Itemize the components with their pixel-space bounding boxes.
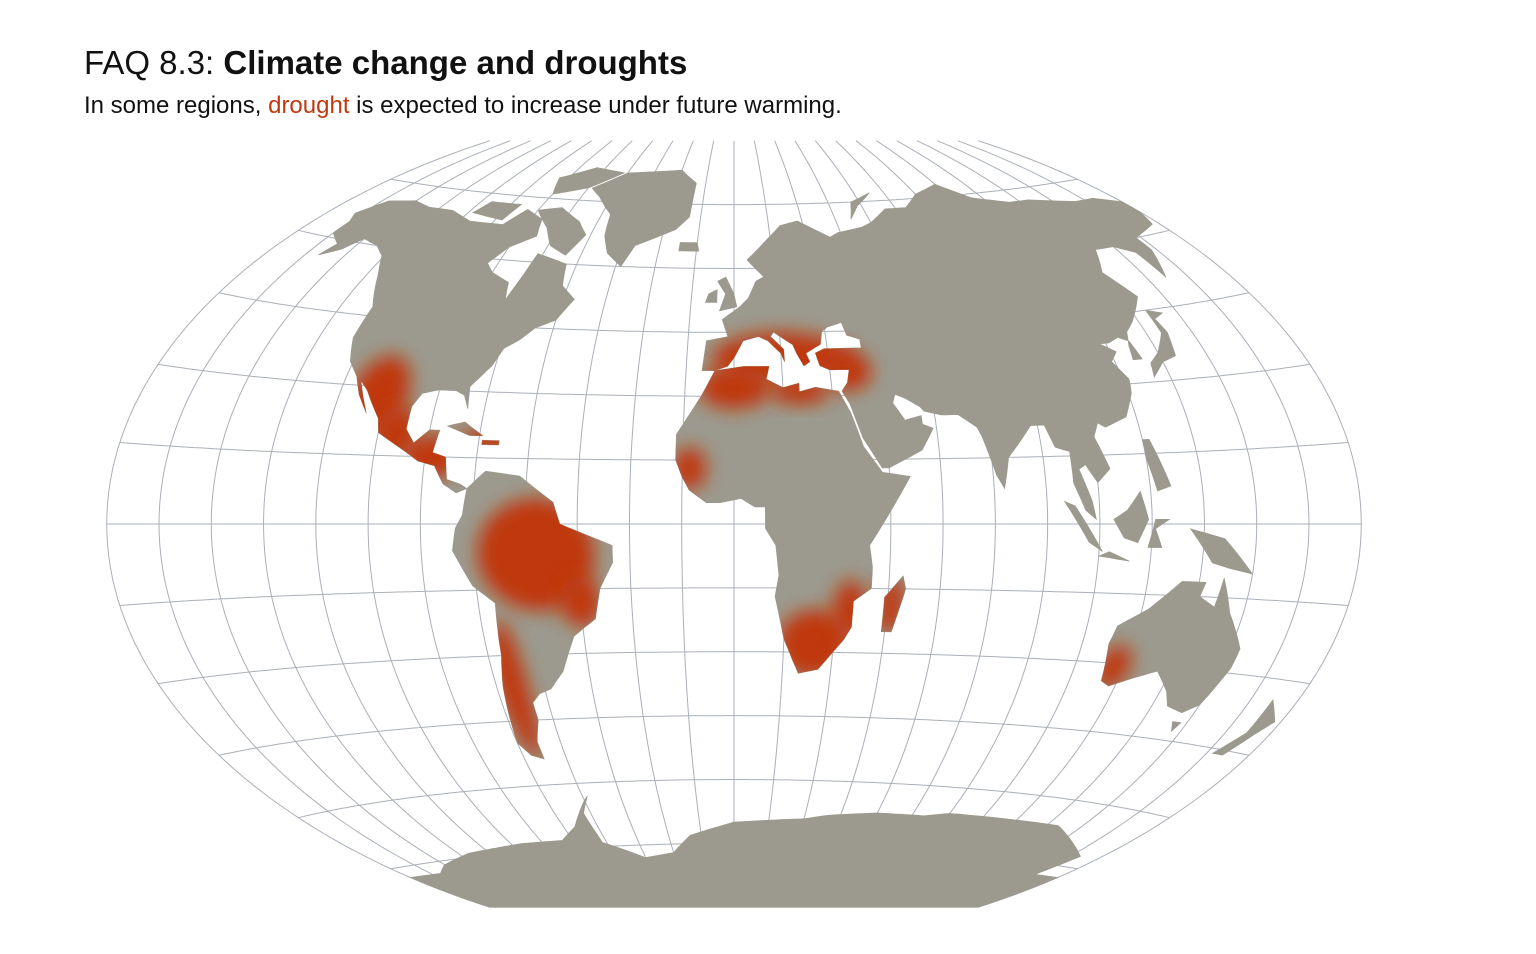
parallel-line xyxy=(298,779,1170,819)
parallel-line xyxy=(218,715,1250,756)
landmass-tasmania xyxy=(1171,721,1182,733)
landmass-iceland xyxy=(678,242,700,252)
land-masses xyxy=(318,167,1276,908)
parallel-line xyxy=(390,178,1078,206)
drought-region xyxy=(698,366,770,409)
landmass-ireland xyxy=(704,289,718,303)
landmass-philippines xyxy=(1141,438,1172,492)
landmass-ellesmere-island xyxy=(552,167,626,195)
drought-region xyxy=(1094,644,1132,691)
figure-title: FAQ 8.3: Climate change and droughts xyxy=(84,44,687,82)
subtitle-after: is expected to increase under future war… xyxy=(349,92,842,119)
drought-region xyxy=(559,575,601,628)
landmass-japan xyxy=(1144,309,1176,378)
landmass-new-zealand xyxy=(1211,699,1276,756)
graticule xyxy=(106,140,1362,908)
landmass-australia xyxy=(1100,577,1241,714)
title-prefix: FAQ 8.3: xyxy=(84,44,224,81)
landmass-antarctica xyxy=(409,795,1081,908)
landmass-new-guinea xyxy=(1189,528,1254,575)
title-main: Climate change and droughts xyxy=(223,44,688,81)
subtitle-before: In some regions, xyxy=(84,92,269,119)
landmass-novaya-zemlya xyxy=(850,192,870,220)
drought-region xyxy=(770,378,829,405)
subtitle-highlight-drought: drought xyxy=(268,92,350,119)
landmass-sumatra xyxy=(1063,500,1103,552)
landmass-borneo xyxy=(1113,490,1150,544)
parallel-line xyxy=(119,587,1349,606)
drought-region xyxy=(489,620,542,760)
landmass-victoria-island xyxy=(472,201,523,221)
landmass-java xyxy=(1097,551,1130,562)
landmass-sulawesi xyxy=(1147,519,1171,548)
figure-subtitle: In some regions, drought is expected to … xyxy=(84,92,842,120)
landmass-baffin-island xyxy=(537,207,587,256)
landmass-greenland xyxy=(591,169,697,267)
landmass-great-britain xyxy=(717,276,738,312)
